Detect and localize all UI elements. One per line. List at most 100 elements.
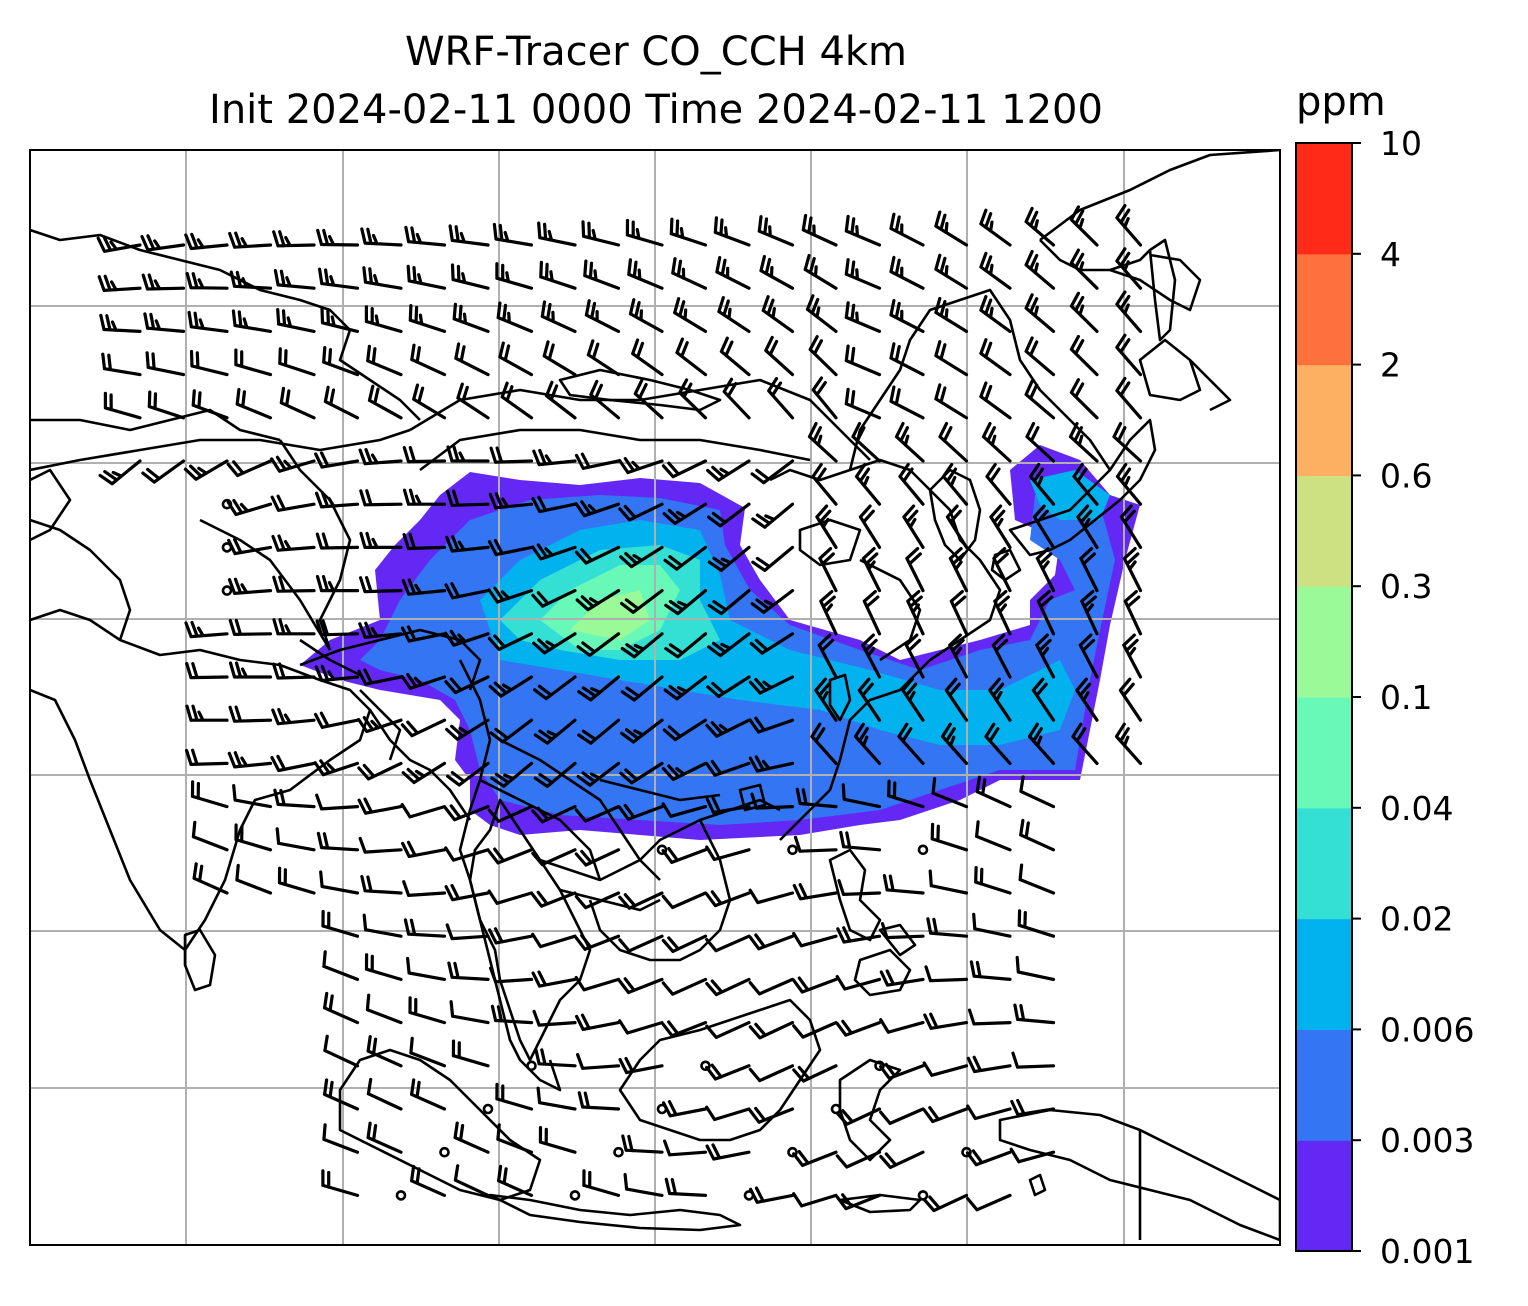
wind-barb	[934, 253, 969, 290]
wind-barb	[357, 797, 403, 815]
wind-barb	[917, 844, 929, 856]
wind-barb	[490, 761, 534, 788]
wind-barb	[366, 344, 403, 377]
wind-barb	[101, 352, 142, 377]
wind-barb	[664, 1177, 708, 1197]
wind-barb	[313, 711, 360, 729]
wind-barb	[678, 378, 708, 420]
wind-barb	[574, 891, 621, 910]
wind-barb	[314, 664, 360, 683]
wind-barb	[574, 452, 621, 470]
wind-barb	[185, 748, 229, 766]
wind-barb	[1025, 422, 1056, 463]
wind-barb	[316, 228, 360, 247]
wind-barb	[412, 383, 447, 420]
wind-barb	[444, 675, 490, 695]
wind-barb	[488, 675, 534, 698]
wind-barb	[897, 722, 925, 765]
border-russia-china-ne	[848, 288, 1112, 471]
wind-barb	[272, 662, 316, 680]
wind-barb	[661, 934, 708, 953]
wind-barb	[357, 668, 403, 686]
wind-barb	[879, 1062, 925, 1080]
wind-barb	[661, 761, 708, 781]
wind-barb	[1010, 1098, 1056, 1117]
wind-barb	[661, 1020, 708, 1038]
border-laos-vietnam	[499, 738, 661, 881]
colorbar-tick-label: 0.003	[1380, 1121, 1474, 1160]
coast-hokkaido	[1138, 338, 1202, 402]
wind-barb	[574, 545, 621, 565]
wind-barb	[801, 213, 838, 247]
wind-barb	[663, 675, 708, 701]
wind-barb	[439, 1146, 450, 1158]
coast-malay-peninsula	[468, 879, 562, 1092]
wind-barb	[944, 677, 969, 722]
wind-barb	[613, 1146, 624, 1158]
wind-barb	[620, 675, 664, 702]
wind-barb	[1035, 547, 1056, 593]
wind-barb	[278, 347, 316, 377]
colorbar-tick-label: 0.001	[1380, 1232, 1474, 1271]
map-title-line-2: Init 2024-02-11 0000 Time 2024-02-11 120…	[209, 87, 1103, 133]
wind-barb	[497, 1164, 534, 1197]
wind-barb	[1122, 633, 1143, 679]
wind-barb	[1019, 818, 1056, 852]
wind-barb	[487, 889, 534, 905]
wind-barb	[750, 459, 795, 485]
colorbar-segment	[1296, 586, 1352, 698]
wind-barb	[359, 576, 403, 594]
wind-barb	[574, 933, 621, 951]
wind-barb	[748, 1021, 795, 1040]
wind-barb	[623, 1173, 664, 1197]
wind-barb	[488, 927, 534, 945]
colorbar-tick-label: 0.006	[1380, 1010, 1474, 1049]
wind-barb	[576, 632, 621, 657]
coast-japan-honshu	[1008, 418, 1157, 557]
wind-barb	[889, 212, 925, 247]
border-kazakhstan	[30, 428, 411, 472]
wind-barb	[748, 755, 795, 773]
wind-barb	[482, 1103, 494, 1115]
wind-barb	[1024, 379, 1056, 420]
wind-barb	[618, 977, 664, 995]
wind-barb	[445, 718, 490, 741]
wind-barb	[103, 391, 142, 420]
wind-barb	[270, 494, 316, 512]
wind-barb	[500, 381, 534, 420]
coast-ne-russia	[1109, 253, 1202, 312]
wind-barb	[231, 309, 273, 333]
wind-barb	[795, 787, 838, 809]
wind-barb	[750, 792, 795, 810]
wind-barb	[228, 231, 273, 249]
wind-barb	[879, 1107, 925, 1125]
wind-barb	[96, 235, 142, 253]
wind-barb	[707, 589, 751, 616]
colorbar-segment	[1296, 1140, 1352, 1252]
wind-barb	[662, 502, 708, 525]
wind-barb	[707, 545, 751, 572]
coast-philippines-mid	[878, 923, 917, 957]
wind-barb	[705, 718, 751, 738]
border-western-china	[278, 439, 352, 651]
plume-ne-patch	[1030, 470, 1110, 520]
wind-barb	[362, 266, 403, 290]
colorbar: 0.001 0.003 0.006 0.02 0.04 0.1 0.3 0.6 2 4 10	[1295, 124, 1474, 1271]
wind-barb	[359, 489, 403, 507]
wind-barb	[961, 1146, 972, 1158]
wind-barb	[272, 618, 316, 636]
wind-barb	[764, 335, 795, 377]
colorbar-tick-label: 10	[1380, 124, 1422, 163]
wind-barb	[408, 996, 447, 1025]
colorbar-tick-label: 0.04	[1380, 789, 1453, 828]
wind-barb	[792, 931, 838, 948]
coast-philippines-luzon	[828, 848, 882, 942]
wind-barb	[1115, 462, 1143, 506]
wind-barb	[323, 385, 360, 420]
colorbar-segment	[1296, 1029, 1352, 1141]
wind-barb	[401, 840, 447, 858]
wind-barb	[1013, 1003, 1056, 1025]
wind-barb	[584, 299, 621, 333]
wind-barb	[401, 761, 447, 785]
wind-barb	[857, 677, 882, 722]
